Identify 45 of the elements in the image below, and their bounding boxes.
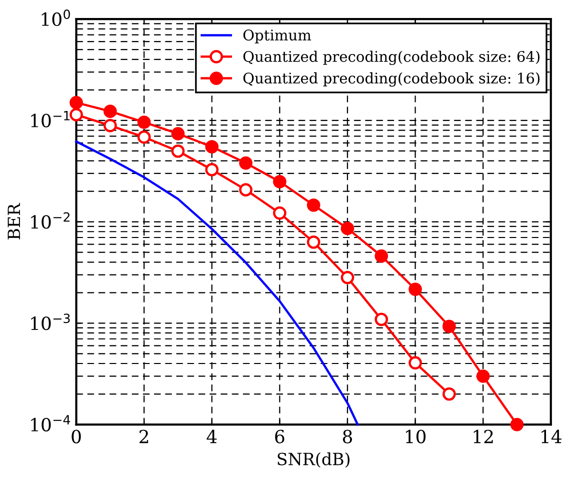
point [442,387,456,401]
x-tick-label: 2 [140,430,148,444]
line-series [75,140,359,426]
point [273,206,286,220]
legend-label: Quantized precoding(codebook size: 64) [243,50,540,66]
point [137,116,151,129]
point [70,108,83,122]
y-tick-label: 10$^{−2}$ [31,212,70,229]
point [374,312,388,326]
y-tick-label: 10$^{−1}$ [31,111,70,128]
point [476,370,490,383]
point [408,356,422,370]
y-tick-label: 10$^{−3}$ [31,314,70,330]
x-tick-label: 14 [542,430,562,444]
y-tick-label: 10$^{−4}$ [31,415,70,432]
y-tick-label: 10$^{0}$ [42,10,70,26]
point [374,249,388,263]
point [306,198,320,212]
point [239,156,252,170]
point [239,183,252,196]
x-tick-label: 12 [474,430,493,444]
point [205,140,219,154]
x-tick-label: 10 [406,430,426,444]
point [70,96,83,110]
legend-label: Optimum [243,30,312,44]
x-axis-title: SNR(dB) [278,452,350,468]
point [104,104,117,118]
point [205,162,219,176]
point [510,418,524,432]
point [104,118,117,132]
point [306,235,320,249]
point [273,174,286,188]
point [340,270,354,284]
x-tick-label: 6 [275,430,284,444]
point [340,222,354,236]
legend-label: Quantized precoding(codebook size: 16) [243,72,540,87]
point [171,144,185,158]
x-tick-label: 0 [72,430,81,444]
point [171,127,185,140]
point [408,282,422,296]
x-tick-label: 4 [206,430,217,444]
point [137,130,151,144]
point [442,320,456,334]
x-tick-label: 8 [342,430,352,444]
y-axis-title: BER [8,202,20,240]
